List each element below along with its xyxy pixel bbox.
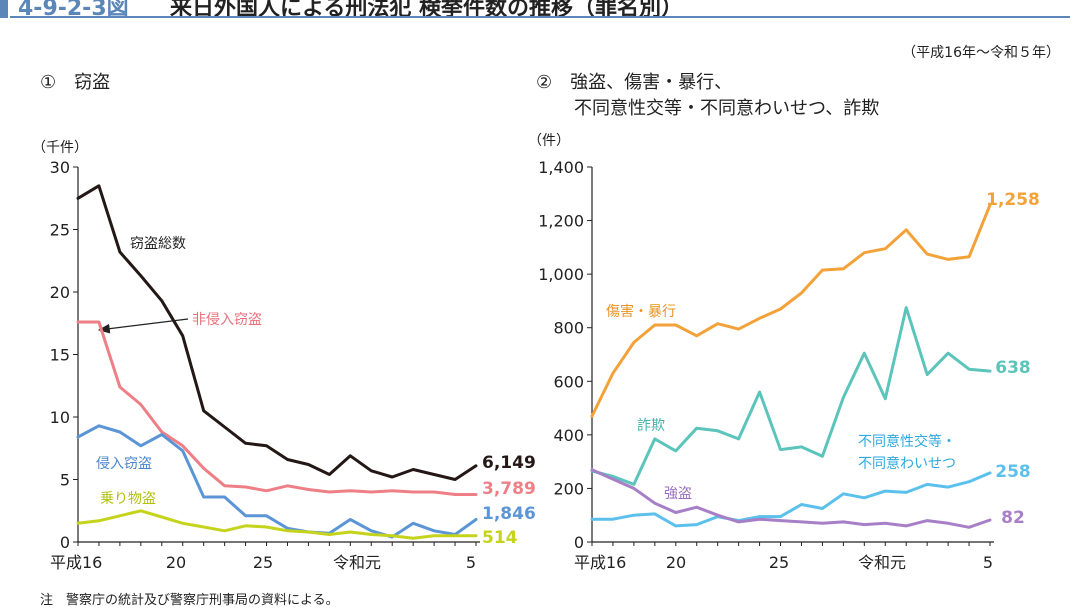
y-tick-label-2: 1,400 [538,158,584,177]
x-tick-label-2: 平成16 [574,553,626,572]
annotation-intrusion: 侵入窃盗 [96,455,152,472]
end-value-label-2-2: 638 [995,358,1031,378]
annotation-total: 窃盗総数 [130,236,186,252]
y-tick-label-2: 600 [553,372,584,391]
y-tick-label-2: 0 [574,533,584,552]
x-tick-label-1: 平成16 [50,553,102,572]
annotation-fraud: 詐欺 [637,418,665,434]
panel-2-ylabel: （件） [528,133,570,149]
y-tick-label-1: 30 [50,158,70,177]
series-line-2-2 [590,306,992,486]
figure-title: 来日外国人による刑法犯 検挙件数の推移（罪名別） [170,0,684,21]
end-value-label-2-4: 82 [1001,508,1025,528]
x-tick-label-1: 5 [466,553,476,572]
y-tick-label-1: 20 [50,283,70,302]
x-tick-label-2: 20 [666,553,686,572]
y-tick-label-1: 15 [50,346,70,365]
figure-code: 4-9-2-3図 [18,0,129,21]
series-line-2-4 [590,468,992,529]
end-value-label-2-1: 1,258 [986,190,1040,210]
annotation-sexual-2: 不同意わいせつ [858,455,956,472]
y-tick-label-2: 1,000 [538,265,584,284]
figure-header: 4-9-2-3図 来日外国人による刑法犯 検挙件数の推移（罪名別） [0,0,1080,21]
panel-2-title-line2: 不同意性交等・不同意わいせつ、詐欺 [574,98,880,119]
series-line-1-1 [76,184,478,481]
y-tick-label-1: 5 [60,471,70,490]
x-tick-label-1: 20 [166,553,186,572]
x-tick-label-2: 令和元 [858,553,906,572]
y-tick-label-2: 1,200 [538,212,584,231]
annotation-sexual-1: 不同意性交等・ [858,433,956,450]
series-line-1-3 [76,424,478,539]
annotation-non-intrusion: 非侵入窃盗 [192,311,262,328]
header-tag [0,0,8,18]
y-tick-label-2: 400 [553,426,584,445]
x-tick-label-2: 5 [983,553,993,572]
panel-1-title: ① 窃盗 [40,72,111,93]
source-note: 注 警察庁の統計及び警察庁刑事局の資料による。 [40,593,339,608]
series-line-2-1 [590,203,992,418]
panel-1-ylabel: （千件） [32,140,88,156]
annotation-assault: 傷害・暴行 [606,304,676,320]
y-tick-label-2: 200 [553,479,584,498]
series-line-2-3 [590,471,992,528]
y-tick-label-1: 0 [60,533,70,552]
end-value-label-1-2: 3,789 [482,479,536,499]
y-tick-label-1: 10 [50,408,70,427]
y-tick-label-2: 800 [553,319,584,338]
period-label: （平成16年～令和５年） [902,45,1060,61]
end-value-label-2-3: 258 [995,462,1031,482]
panel-2-title-line1: ② 強盗、傷害・暴行、 [536,72,733,93]
x-tick-label-2: 25 [769,553,789,572]
end-value-label-1-3: 1,846 [482,504,536,524]
series-line-1-2 [76,320,478,496]
header-rule [10,16,1070,18]
x-tick-label-1: 令和元 [333,553,381,572]
x-tick-label-1: 25 [253,553,273,572]
annotation-robbery: 強盗 [664,486,692,502]
end-value-label-1-1: 6,149 [482,453,536,473]
annotation-vehicle: 乗り物盗 [100,491,156,507]
y-tick-label-1: 25 [50,221,70,240]
end-value-label-1-4: 514 [482,528,518,548]
series-line-1-4 [76,509,478,540]
